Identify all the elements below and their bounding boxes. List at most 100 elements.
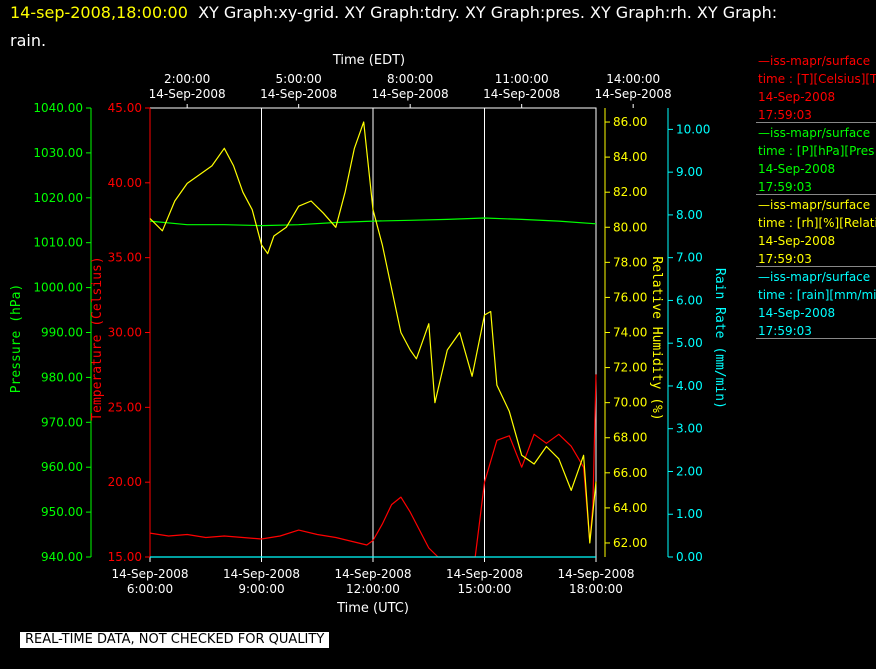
legend-entry-line2: time : [rh][%][Relati <box>758 216 876 230</box>
humidity-tick-label: 74.00 <box>613 326 647 340</box>
x-top-tick-time: 2:00:00 <box>164 72 210 86</box>
humidity-tick-label: 62.00 <box>613 536 647 550</box>
x-bottom-tick-date: 14-Sep-2008 <box>446 567 523 581</box>
pressure-series-line <box>149 217 597 227</box>
rain-tick-label: 3.00 <box>676 422 703 436</box>
temperature-tick-label: 40.00 <box>108 176 142 190</box>
legend-entry: —iss-mapr/surface time : [P][hPa][Pres 14-… <box>758 124 874 196</box>
rain-tick-label: 4.00 <box>676 379 703 393</box>
x-bottom-tick-time: 12:00:00 <box>346 582 400 596</box>
x-top-axis-label: Time (EDT) <box>332 53 405 68</box>
x-top-tick-date: 14-Sep-2008 <box>595 87 672 101</box>
temperature-axis-label: Temperature (Celsius) <box>90 256 105 420</box>
x-bottom-tick-date: 14-Sep-2008 <box>223 567 300 581</box>
legend-entry-time: 17:59:03 <box>758 108 812 122</box>
humidity-tick-label: 86.00 <box>613 115 647 129</box>
legend-entry-time: 17:59:03 <box>758 324 812 338</box>
x-bottom-tick-date: 14-Sep-2008 <box>111 567 188 581</box>
legend-entry-line2: time : [T][Celsius][T <box>758 72 876 86</box>
x-bottom-tick-date: 14-Sep-2008 <box>334 567 411 581</box>
x-top-tick-date: 14-Sep-2008 <box>260 87 337 101</box>
x-top-tick-time: 11:00:00 <box>495 72 549 86</box>
humidity-tick-label: 70.00 <box>613 396 647 410</box>
rain-tick-label: 5.00 <box>676 336 703 350</box>
pressure-tick-label: 1000.00 <box>33 281 83 295</box>
rain-axis-label: Rain Rate (mm/min) <box>712 268 727 409</box>
legend-separator <box>756 122 876 123</box>
legend-entry-line1: —iss-mapr/surface <box>758 54 871 68</box>
legend-entry-line1: —iss-mapr/surface <box>758 198 871 212</box>
temperature-tick-label: 25.00 <box>108 400 142 414</box>
rain-tick-label: 0.00 <box>676 550 703 564</box>
humidity-tick-label: 72.00 <box>613 361 647 375</box>
temperature-tick-label: 45.00 <box>108 101 142 115</box>
pressure-tick-label: 940.00 <box>41 550 83 564</box>
x-top-tick-date: 14-Sep-2008 <box>372 87 449 101</box>
timestamp: 14-sep-2008,18:00:00 <box>10 3 188 22</box>
humidity-tick-label: 78.00 <box>613 255 647 269</box>
chart-title-line2: rain. <box>10 31 47 50</box>
x-bottom-tick-time: 9:00:00 <box>238 582 284 596</box>
x-bottom-tick-time: 6:00:00 <box>127 582 173 596</box>
legend-entry-time: 17:59:03 <box>758 180 812 194</box>
rain-tick-label: 1.00 <box>676 507 703 521</box>
rain-tick-label: 10.00 <box>676 122 710 136</box>
pressure-tick-label: 980.00 <box>41 370 83 384</box>
rain-tick-label: 6.00 <box>676 293 703 307</box>
temperature-tick-label: 35.00 <box>108 251 142 265</box>
x-top-tick-date: 14-Sep-2008 <box>483 87 560 101</box>
chart-title-line1: 14-sep-2008,18:00:00 XY Graph:xy-grid. X… <box>10 3 777 22</box>
legend-entry-line1: —iss-mapr/surface <box>758 126 871 140</box>
legend-separator <box>756 266 876 267</box>
legend-separator <box>756 338 876 339</box>
humidity-tick-label: 80.00 <box>613 220 647 234</box>
x-top-tick-time: 14:00:00 <box>606 72 660 86</box>
graph-titles: XY Graph:xy-grid. XY Graph:tdry. XY Grap… <box>198 3 778 22</box>
pressure-tick-label: 950.00 <box>41 505 83 519</box>
temperature-tick-label: 30.00 <box>108 326 142 340</box>
rain-tick-label: 9.00 <box>676 165 703 179</box>
x-bottom-tick-time: 15:00:00 <box>458 582 512 596</box>
humidity-axis-label: Relative Humidity (%) <box>649 256 664 420</box>
quality-disclaimer: REAL-TIME DATA, NOT CHECKED FOR QUALITY <box>20 632 330 648</box>
pressure-tick-label: 960.00 <box>41 460 83 474</box>
legend-entry-time: 17:59:03 <box>758 252 812 266</box>
pressure-tick-label: 970.00 <box>41 415 83 429</box>
legend-entry: —iss-mapr/surface time : [T][Celsius][T 14… <box>758 52 876 124</box>
legend-entry-date: 14-Sep-2008 <box>758 234 836 248</box>
humidity-tick-label: 66.00 <box>613 466 647 480</box>
rain-tick-label: 7.00 <box>676 251 703 265</box>
pressure-tick-label: 1030.00 <box>33 146 83 160</box>
temperature-tick-label: 15.00 <box>108 550 142 564</box>
humidity-tick-label: 68.00 <box>613 431 647 445</box>
humidity-tick-label: 64.00 <box>613 501 647 515</box>
x-bottom-axis-label: Time (UTC) <box>336 601 409 616</box>
humidity-series-line <box>149 121 597 544</box>
pressure-tick-label: 1020.00 <box>33 191 83 205</box>
legend-entry-date: 14-Sep-2008 <box>758 306 836 320</box>
pressure-tick-label: 990.00 <box>41 326 83 340</box>
x-top-tick-time: 5:00:00 <box>276 72 322 86</box>
x-bottom-tick-date: 14-Sep-2008 <box>557 567 634 581</box>
humidity-tick-label: 76.00 <box>613 290 647 304</box>
legend-entry: —iss-mapr/surface time : [rh][%][Relati 14… <box>758 196 876 268</box>
pressure-tick-label: 1010.00 <box>33 236 83 250</box>
rain-tick-label: 2.00 <box>676 464 703 478</box>
legend-entry-date: 14-Sep-2008 <box>758 162 836 176</box>
legend-entry-line2: time : [P][hPa][Pres <box>758 144 875 158</box>
humidity-tick-label: 84.00 <box>613 150 647 164</box>
legend-entry: —iss-mapr/surface time : [rain][mm/min 14-… <box>758 268 876 340</box>
legend-separator <box>756 194 876 195</box>
pressure-tick-label: 1040.00 <box>33 101 83 115</box>
pressure-axis-label: Pressure (hPa) <box>9 284 24 394</box>
humidity-tick-label: 82.00 <box>613 185 647 199</box>
x-top-tick-date: 14-Sep-2008 <box>149 87 226 101</box>
legend-entry-line2: time : [rain][mm/min <box>758 288 876 302</box>
x-bottom-tick-time: 18:00:00 <box>569 582 623 596</box>
legend-entry-date: 14-Sep-2008 <box>758 90 836 104</box>
rain-tick-label: 8.00 <box>676 208 703 222</box>
x-top-tick-time: 8:00:00 <box>387 72 433 86</box>
legend-entry-line1: —iss-mapr/surface <box>758 270 871 284</box>
temperature-series-line <box>149 374 597 558</box>
